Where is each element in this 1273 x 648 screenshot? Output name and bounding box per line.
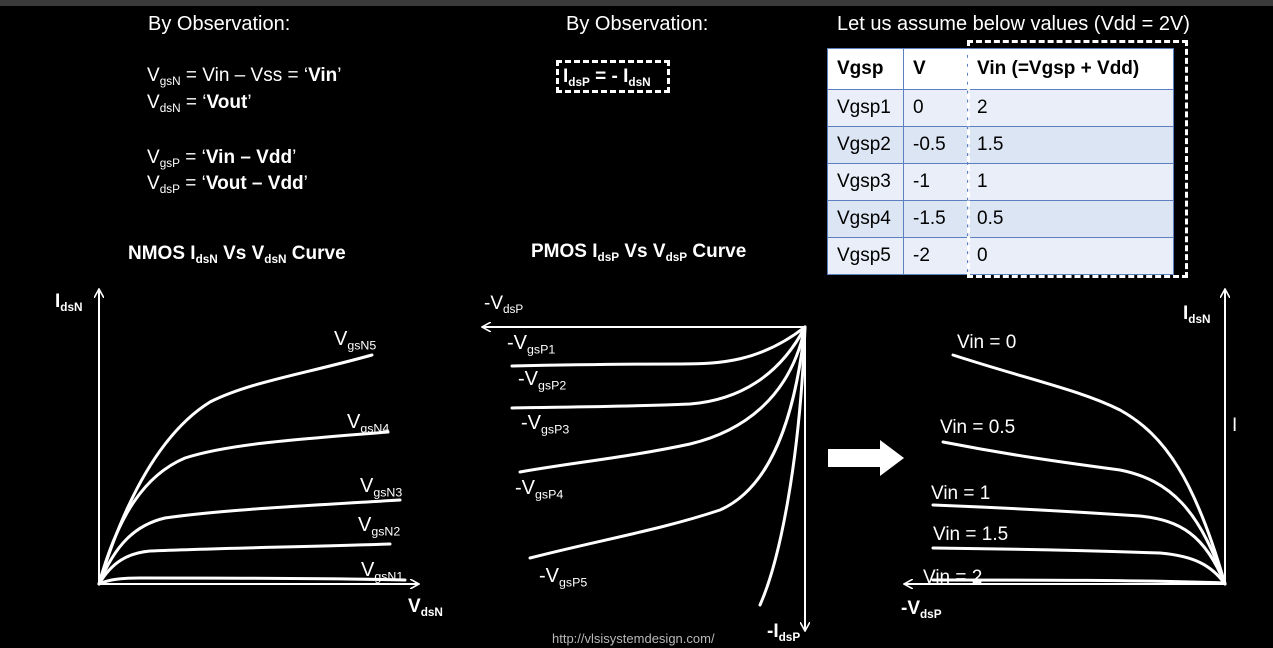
transformed-curve-label: Vin = 0	[957, 332, 1017, 353]
nmos-y-axis-label: IdsN	[55, 291, 83, 315]
nmos-chart-title: NMOS IdsN Vs VdsN Curve	[128, 243, 346, 267]
table-cell: 0	[903, 89, 968, 127]
table-header-cell: Vgsp	[827, 48, 904, 90]
transformed-x-axis-label: -VdsP	[901, 598, 942, 622]
pmos-chart-title: PMOS IdsP Vs VdsP Curve	[531, 241, 747, 265]
side-mark: I	[1232, 415, 1238, 436]
table-cell: 1.5	[967, 126, 1174, 164]
mid-heading: By Observation:	[566, 13, 709, 35]
transformed-curve-vin-0	[951, 353, 1227, 586]
pmos-x-axis-label: -VdsP	[484, 293, 524, 317]
left-heading: By Observation:	[148, 13, 291, 35]
pmos-curve-vgsp4	[528, 325, 807, 560]
pmos-curve-vgsp1	[510, 325, 807, 368]
nmos-curve-vgsn4	[97, 430, 390, 586]
nmos-curve-label: VgsN3	[360, 475, 403, 500]
top-bar	[0, 0, 1273, 6]
equation-vgsp: VgsP = ‘Vin – Vdd’	[147, 147, 297, 171]
transformed-curve-label: Vin = 0.5	[940, 417, 1016, 438]
boxed-equation: IdsP = - IdsN	[563, 66, 651, 90]
pmos-curve-vgsp2	[510, 325, 807, 410]
transformed-curve-label: Vin = 1.5	[933, 524, 1009, 545]
table-cell: -0.5	[903, 126, 968, 164]
footer-url: http://vlsisystemdesign.com/	[552, 631, 715, 646]
equation-vdsn: VdsN = ‘Vout’	[147, 92, 252, 116]
right-heading: Let us assume below values (Vdd = 2V)	[837, 13, 1190, 35]
table-header-cell: Vin (=Vgsp + Vdd)	[967, 48, 1174, 90]
nmos-x-axis-label: VdsN	[408, 596, 443, 620]
pmos-curve-label: -VgsP3	[521, 412, 570, 437]
pmos-curve-label: -VgsP2	[518, 368, 567, 393]
transformed-curve-label: Vin = 2	[923, 567, 983, 588]
transformed-curve-label: Vin = 1	[931, 483, 991, 504]
table-cell: Vgsp1	[827, 89, 904, 127]
pmos-curve-label: -VgsP1	[507, 332, 556, 357]
nmos-curve-label: VgsN4	[347, 411, 390, 436]
right-arrow-icon	[828, 440, 904, 476]
nmos-curve-label: VgsN5	[334, 328, 377, 353]
table-cell: 2	[967, 89, 1174, 127]
transformed-curve-vin-2	[931, 578, 1227, 585]
equation-vdsp: VdsP = ‘Vout – Vdd’	[147, 173, 308, 197]
table-cell: 0.5	[967, 200, 1174, 238]
transformed-curve-vin-1-5	[931, 546, 1227, 586]
values-table: Vgsp V Vin (=Vgsp + Vdd) Vgsp1 0 2 Vgsp2…	[827, 48, 1174, 275]
pmos-curve-label: -VgsP5	[539, 565, 588, 590]
table-cell: 0	[967, 237, 1174, 275]
table-cell: Vgsp3	[827, 163, 904, 201]
table-row: Vgsp1 0 2	[827, 89, 1174, 127]
boxed-equation-frame	[556, 60, 670, 93]
transformed-curve-vin-1	[931, 503, 1227, 586]
pmos-curve-vgsp5	[758, 325, 807, 607]
transformed-curve-vin-0-5	[941, 440, 1227, 586]
transformed-y-axis-label: IdsN	[1183, 303, 1211, 327]
equation-vgsn: VgsN = Vin – Vss = ‘Vin’	[147, 65, 342, 89]
table-cell: 1	[967, 163, 1174, 201]
pmos-curve-label: -VgsP4	[515, 477, 564, 502]
table-cell: Vgsp2	[827, 126, 904, 164]
pmos-y-axis-label: -IdsP	[767, 621, 801, 645]
table-header-row: Vgsp V Vin (=Vgsp + Vdd)	[827, 48, 1174, 90]
nmos-curve-vgsn3	[97, 498, 402, 586]
nmos-curve-vgsn2	[97, 542, 392, 586]
table-cell: Vgsp5	[827, 237, 904, 275]
nmos-curve-vgsn1	[97, 576, 407, 586]
table-cell: Vgsp4	[827, 200, 904, 238]
nmos-curve-label: VgsN2	[358, 514, 401, 539]
table-row: Vgsp2 -0.5 1.5	[827, 126, 1174, 164]
table-row: Vgsp5 -2 0	[827, 237, 1174, 275]
nmos-curve-vgsn5	[97, 353, 374, 586]
nmos-curve-label: VgsN1	[361, 559, 404, 584]
pmos-curve-vgsp3	[518, 325, 807, 474]
